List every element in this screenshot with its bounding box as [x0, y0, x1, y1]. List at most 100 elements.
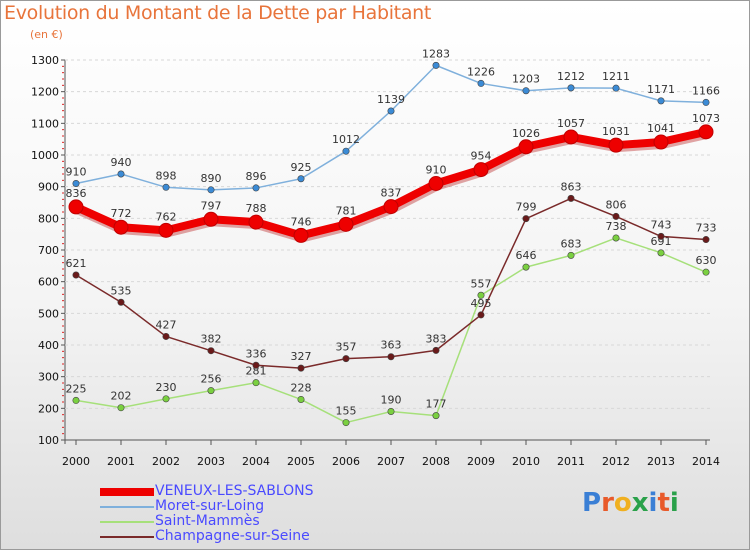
- y-minor-tick: [62, 401, 64, 403]
- legend-swatch: [100, 536, 154, 538]
- y-tick-label: 700: [38, 244, 59, 257]
- data-label: 357: [336, 341, 357, 354]
- y-minor-tick: [62, 388, 64, 390]
- y-tick-label: 600: [38, 276, 59, 289]
- series-point: [702, 98, 710, 106]
- x-tick-label: 2006: [332, 455, 360, 468]
- data-label: 733: [696, 222, 717, 235]
- data-label: 896: [246, 170, 267, 183]
- data-label: 202: [111, 390, 132, 403]
- y-minor-tick: [62, 116, 64, 118]
- series-point: [567, 194, 575, 202]
- series-point: [383, 199, 399, 215]
- y-minor-tick: [62, 198, 64, 200]
- y-minor-tick: [62, 84, 64, 86]
- y-tick-label: 400: [38, 339, 59, 352]
- data-label: 225: [66, 382, 87, 395]
- x-tick-label: 2012: [602, 455, 630, 468]
- data-label: 910: [66, 166, 87, 179]
- series-point: [297, 175, 305, 183]
- y-minor-tick: [62, 135, 64, 137]
- series-point: [477, 311, 485, 319]
- series-point: [203, 211, 219, 227]
- data-label: 495: [471, 297, 492, 310]
- series-point: [72, 180, 80, 188]
- series-point: [117, 404, 125, 412]
- series-point: [72, 271, 80, 279]
- series-point: [522, 215, 530, 223]
- y-minor-tick: [62, 268, 64, 270]
- y-minor-tick: [62, 129, 64, 131]
- chart-title: Evolution du Montant de la Dette par Hab…: [4, 2, 432, 24]
- y-minor-tick: [62, 65, 64, 67]
- data-label: 1012: [332, 133, 360, 146]
- data-label: 954: [471, 150, 492, 163]
- series-point: [702, 236, 710, 244]
- y-tick-label: 800: [38, 212, 59, 225]
- series-point: [473, 162, 489, 178]
- y-minor-tick: [62, 350, 64, 352]
- series-point: [432, 412, 440, 420]
- data-label: 743: [651, 218, 672, 231]
- data-label: 557: [471, 277, 492, 290]
- series-point: [297, 395, 305, 403]
- data-label: 327: [291, 350, 312, 363]
- x-tick-label: 2008: [422, 455, 450, 468]
- y-minor-tick: [62, 78, 64, 80]
- y-minor-tick: [62, 141, 64, 143]
- y-minor-tick: [62, 224, 64, 226]
- series-point: [432, 346, 440, 354]
- series-point: [207, 347, 215, 355]
- series-point: [252, 184, 260, 192]
- data-label: 910: [426, 164, 447, 177]
- series-point: [432, 61, 440, 69]
- data-label: 630: [696, 254, 717, 267]
- series-point: [518, 139, 534, 155]
- y-minor-tick: [62, 255, 64, 257]
- series-point: [252, 361, 260, 369]
- y-minor-tick: [62, 420, 64, 422]
- series-point: [342, 147, 350, 155]
- y-minor-tick: [62, 243, 64, 245]
- y-minor-tick: [62, 110, 64, 112]
- series-point: [608, 137, 624, 153]
- y-tick-label: 1000: [31, 149, 59, 162]
- data-label: 890: [201, 172, 222, 185]
- data-label: 535: [111, 284, 132, 297]
- data-label: 228: [291, 381, 312, 394]
- y-minor-tick: [62, 236, 64, 238]
- data-label: 1211: [602, 70, 630, 83]
- data-label: 1171: [647, 83, 675, 96]
- y-minor-tick: [62, 306, 64, 308]
- data-label: 1041: [647, 122, 675, 135]
- legend-label: Saint-Mammès: [155, 513, 260, 529]
- data-label: 799: [516, 201, 537, 214]
- data-label: 762: [156, 210, 177, 223]
- series-point: [162, 395, 170, 403]
- data-label: 691: [651, 235, 672, 248]
- series-point: [207, 387, 215, 395]
- y-minor-tick: [62, 325, 64, 327]
- x-tick-label: 2005: [287, 455, 315, 468]
- y-minor-tick: [62, 395, 64, 397]
- y-tick-label: 200: [38, 402, 59, 415]
- series-point: [342, 355, 350, 363]
- series-point: [567, 84, 575, 92]
- series-point: [612, 234, 620, 242]
- series-point: [162, 332, 170, 340]
- x-tick-label: 2000: [62, 455, 90, 468]
- series-point: [563, 129, 579, 145]
- y-minor-tick: [62, 433, 64, 435]
- y-tick-label: 1100: [31, 117, 59, 130]
- x-tick-label: 2010: [512, 455, 540, 468]
- x-tick-label: 2004: [242, 455, 270, 468]
- data-label: 281: [246, 365, 267, 378]
- series-point: [657, 249, 665, 257]
- data-label: 190: [381, 394, 402, 407]
- legend-swatch: [100, 506, 154, 508]
- y-minor-tick: [62, 369, 64, 371]
- y-tick-label: 900: [38, 181, 59, 194]
- data-label: 781: [336, 204, 357, 217]
- y-minor-tick: [62, 287, 64, 289]
- data-label: 925: [291, 161, 312, 174]
